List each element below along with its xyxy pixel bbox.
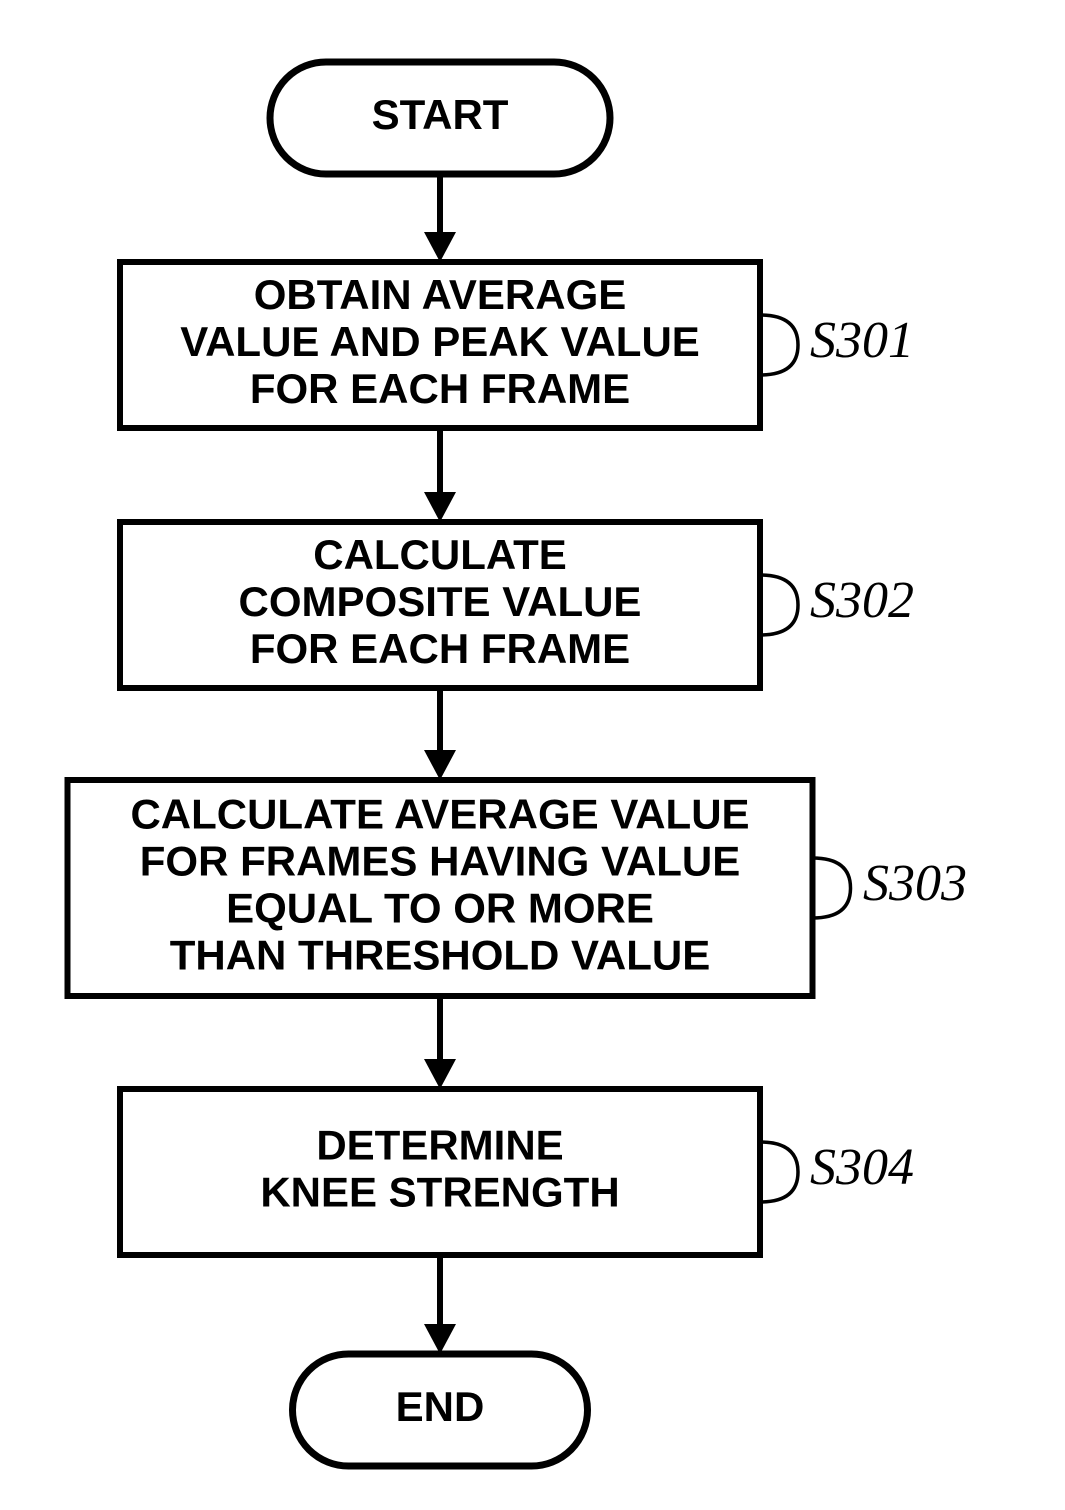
canvas-bg <box>0 0 1065 1510</box>
flowchart: STARTOBTAIN AVERAGEVALUE AND PEAK VALUEF… <box>0 0 1065 1510</box>
node-start: START <box>270 62 610 174</box>
node-end: END <box>293 1354 588 1466</box>
node-s303-line-3: THAN THRESHOLD VALUE <box>170 932 711 979</box>
node-s304-line-0: DETERMINE <box>316 1122 563 1169</box>
node-s301-line-0: OBTAIN AVERAGE <box>254 271 627 318</box>
node-s301-line-2: FOR EACH FRAME <box>250 365 630 412</box>
node-end-line-0: END <box>396 1383 485 1430</box>
node-start-line-0: START <box>372 91 509 138</box>
node-s304-line-1: KNEE STRENGTH <box>260 1169 619 1216</box>
node-s302-line-0: CALCULATE <box>313 531 567 578</box>
step-label-s302: S302 <box>810 572 914 629</box>
node-s302-line-2: FOR EACH FRAME <box>250 625 630 672</box>
step-label-s304: S304 <box>810 1139 914 1196</box>
node-s301-line-1: VALUE AND PEAK VALUE <box>180 318 700 365</box>
node-s303-line-2: EQUAL TO OR MORE <box>226 885 654 932</box>
node-s303-line-1: FOR FRAMES HAVING VALUE <box>140 838 740 885</box>
node-s302-line-1: COMPOSITE VALUE <box>239 578 642 625</box>
step-label-s303: S303 <box>863 855 967 912</box>
node-s303-line-0: CALCULATE AVERAGE VALUE <box>130 791 749 838</box>
step-label-s301: S301 <box>810 312 914 369</box>
